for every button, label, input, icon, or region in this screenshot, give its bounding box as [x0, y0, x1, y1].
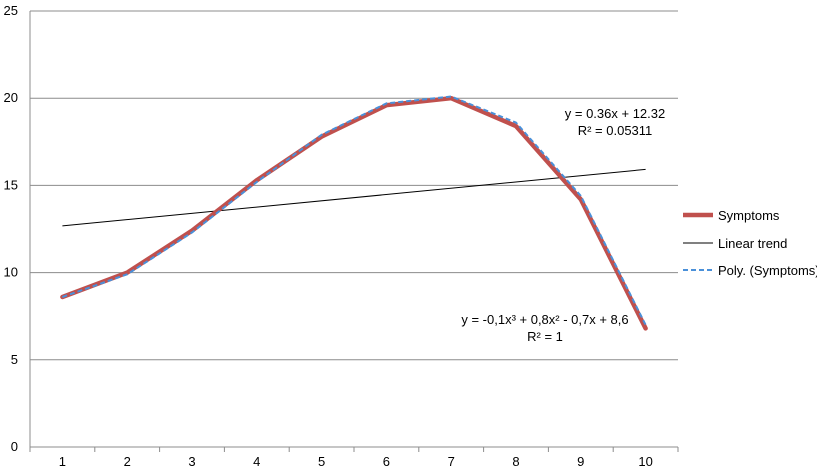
- y-tick-label-20: 20: [4, 90, 18, 105]
- x-tick-labels: 1 2 3 4 5 6 7 8 9 10: [59, 454, 653, 469]
- series-line-poly-symptoms: [62, 95, 647, 326]
- x-tick-label-10: 10: [638, 454, 652, 469]
- x-tick-label-7: 7: [448, 454, 455, 469]
- trendline-equation-linear-line-2: R² = 0.05311: [578, 123, 653, 138]
- x-tick-label-8: 8: [512, 454, 519, 469]
- trendline-equation-linear-line-1: y = 0.36x + 12.32: [565, 106, 665, 121]
- y-tick-label-25: 25: [4, 3, 18, 18]
- y-tick-label-5: 5: [11, 352, 18, 367]
- series-line-symptoms: [60, 95, 648, 331]
- series-lines: [60, 95, 648, 331]
- legend-label: Symptoms: [718, 208, 780, 223]
- trendline-equation-poly-line-1: y = -0,1x³ + 0,8x² - 0,7x + 8,6: [461, 312, 628, 327]
- x-tick-label-3: 3: [188, 454, 195, 469]
- legend-label: Linear trend: [718, 236, 787, 251]
- x-tick-label-6: 6: [383, 454, 390, 469]
- trendline-annotations: y = 0.36x + 12.32 R² = 0.05311 y = -0,1x³ …: [461, 106, 665, 344]
- gridlines: [30, 10, 678, 361]
- x-tick-label-1: 1: [59, 454, 66, 469]
- axes: [29, 11, 679, 452]
- trendline-equation-poly-line-2: R² = 1: [527, 329, 563, 344]
- x-tick-label-4: 4: [253, 454, 260, 469]
- x-tick-label-2: 2: [124, 454, 131, 469]
- y-tick-label-15: 15: [4, 177, 18, 192]
- series-line-linear-trend: [62, 168, 646, 227]
- legend: Symptoms Linear trend Poly. (Symptoms): [683, 208, 817, 278]
- y-tick-label-10: 10: [4, 265, 18, 280]
- x-tick-label-5: 5: [318, 454, 325, 469]
- y-tick-labels: 0 5 10 15 20 25: [4, 3, 18, 454]
- y-tick-label-0: 0: [11, 439, 18, 454]
- x-tick-label-9: 9: [577, 454, 584, 469]
- legend-label: Poly. (Symptoms): [718, 263, 817, 278]
